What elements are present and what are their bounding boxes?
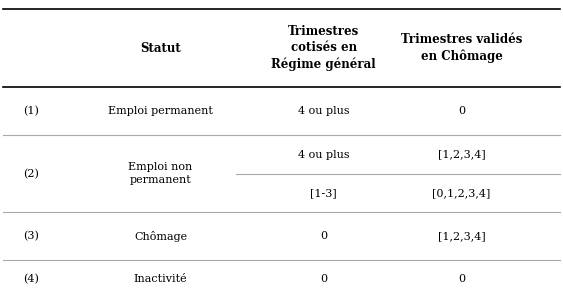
Text: 0: 0	[320, 274, 327, 284]
Text: 0: 0	[320, 231, 327, 242]
Text: 4 ou plus: 4 ou plus	[298, 106, 350, 116]
Text: Trimestres validés
en Chômage: Trimestres validés en Chômage	[401, 33, 522, 63]
Text: 0: 0	[458, 274, 465, 284]
Text: 0: 0	[458, 106, 465, 116]
Text: 4 ou plus: 4 ou plus	[298, 150, 350, 159]
Text: Statut: Statut	[140, 42, 181, 54]
Text: (3): (3)	[23, 231, 39, 242]
Text: (2): (2)	[23, 169, 39, 179]
Text: [1-3]: [1-3]	[310, 188, 337, 198]
Text: (1): (1)	[23, 106, 39, 116]
Text: Inactivité: Inactivité	[133, 274, 187, 284]
Text: Emploi permanent: Emploi permanent	[108, 106, 213, 116]
Text: Emploi non
permanent: Emploi non permanent	[128, 162, 193, 185]
Text: Chômage: Chômage	[134, 231, 187, 242]
Text: [1,2,3,4]: [1,2,3,4]	[438, 231, 485, 242]
Text: [1,2,3,4]: [1,2,3,4]	[438, 150, 485, 159]
Text: Trimestres
cotisés en
Régime général: Trimestres cotisés en Régime général	[271, 25, 376, 71]
Text: [0,1,2,3,4]: [0,1,2,3,4]	[432, 188, 491, 198]
Text: (4): (4)	[23, 274, 39, 284]
